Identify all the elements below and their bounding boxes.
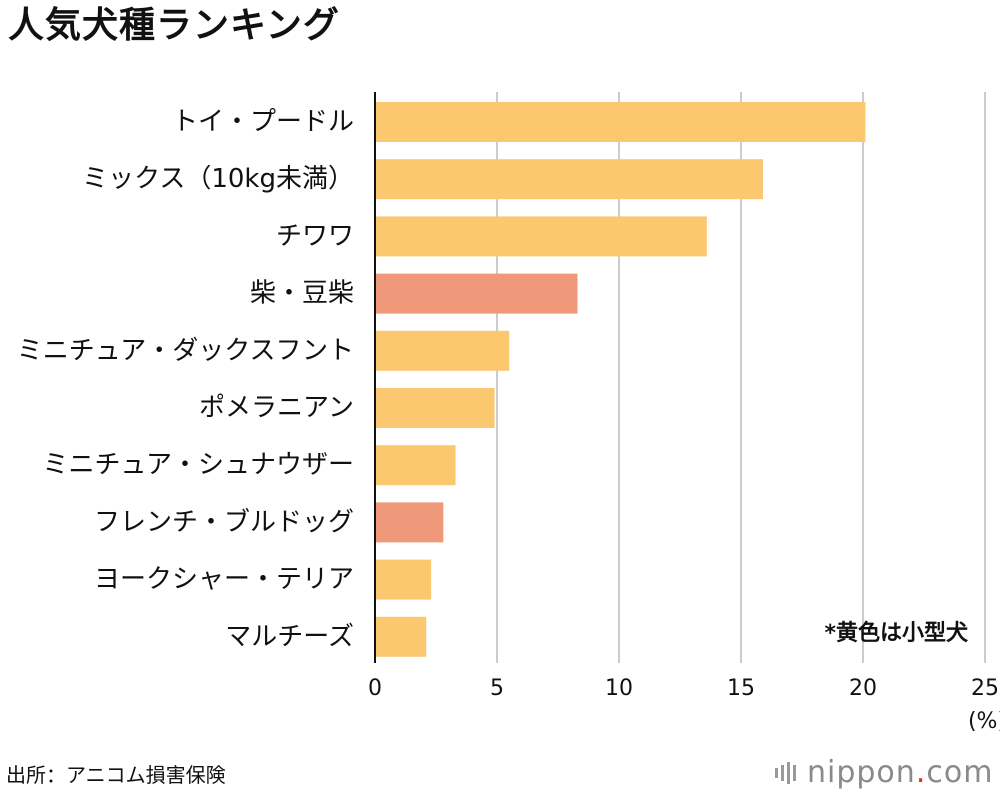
- bar-6: [375, 445, 456, 486]
- bar-1: [375, 159, 763, 200]
- x-tick-label-3: 15: [727, 676, 755, 701]
- x-tick-label-1: 5: [490, 676, 504, 701]
- bar-0: [375, 102, 866, 142]
- bar-3: [375, 273, 578, 314]
- logo-main: nippon: [807, 755, 916, 790]
- bar-8: [375, 559, 432, 600]
- category-label-4: ミニチュア・ダックスフント: [17, 336, 354, 366]
- category-label-1: ミックス（10kg未満）: [82, 164, 354, 194]
- x-unit-label: (%): [968, 709, 1000, 734]
- category-label-2: チワワ: [276, 221, 354, 251]
- category-label-9: マルチーズ: [225, 622, 354, 652]
- category-label-6: ミニチュア・シュナウザー: [43, 450, 354, 480]
- logo-dot: .: [915, 755, 927, 790]
- category-label-7: フレンチ・ブルドッグ: [94, 507, 354, 537]
- category-label-3: 柴・豆柴: [250, 279, 354, 309]
- x-tick-label-0: 0: [368, 676, 382, 701]
- bar-4: [375, 330, 510, 371]
- category-label-5: ポメラニアン: [199, 393, 354, 423]
- x-tick-label-5: 25: [971, 676, 999, 701]
- logo-bars-icon: [775, 762, 799, 784]
- bar-2: [375, 216, 707, 257]
- bar-9: [375, 616, 427, 657]
- legend-note: *黄色は小型犬: [824, 620, 969, 646]
- bar-5: [375, 388, 495, 428]
- nippon-logo: nippon.com: [775, 756, 993, 790]
- bar-7: [375, 502, 444, 543]
- chart-title: 人気犬種ランキング: [8, 5, 340, 46]
- x-tick-label-4: 20: [849, 676, 877, 701]
- source-note: 出所：アニコム損害保険: [6, 763, 226, 787]
- x-tick-label-2: 10: [605, 676, 633, 701]
- logo-text: nippon.com: [807, 756, 993, 790]
- category-label-0: トイ・プードル: [172, 107, 354, 137]
- category-label-8: ヨークシャー・テリア: [94, 565, 354, 595]
- logo-tld: com: [926, 755, 994, 790]
